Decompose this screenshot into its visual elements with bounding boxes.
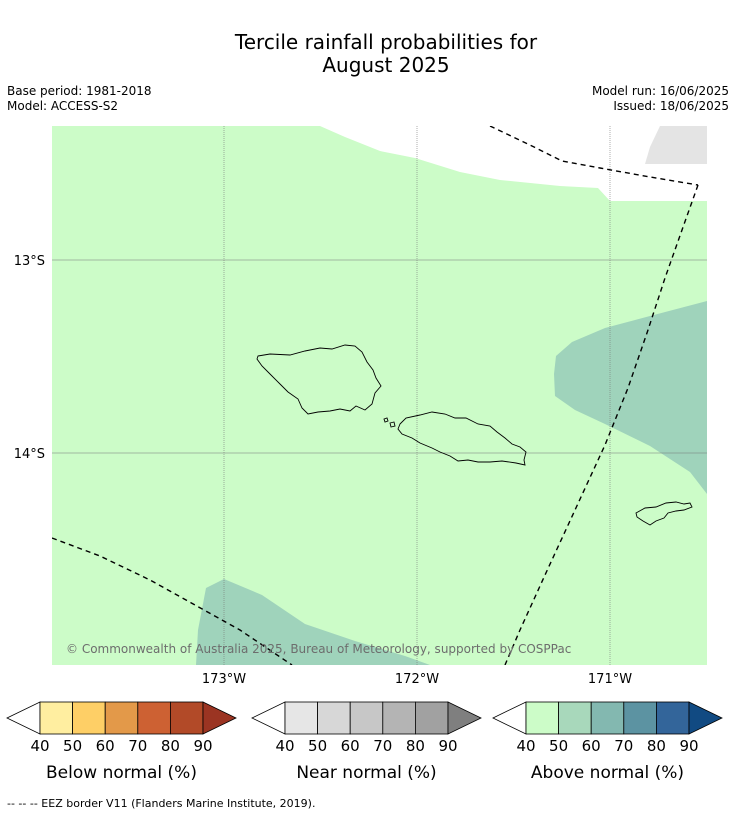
colorbar-tick-label: 40 — [30, 737, 49, 755]
model-name: Model: ACCESS-S2 — [7, 99, 119, 113]
meta-right: Model run: 16/06/2025 Issued: 18/06/2025 — [592, 84, 729, 114]
colorbar-under-triangle — [492, 701, 527, 735]
lat-label-14s: 14°S — [14, 447, 45, 462]
eez-border-south — [52, 537, 293, 665]
model-run: Model run: 16/06/2025 — [591, 84, 729, 98]
colorbar-tick-label: 40 — [275, 737, 294, 755]
colorbar-below-normal: 40 50 60 70 80 90 Below normal (%) — [6, 701, 237, 783]
eez-borders — [52, 126, 699, 665]
colorbar-segment — [656, 701, 690, 735]
lon-label-172w: 172°W — [395, 672, 439, 687]
colorbar-segment — [382, 701, 416, 735]
colorbar-segment — [284, 701, 318, 735]
colorbar-tick-label: 40 — [516, 737, 535, 755]
island-tutuila — [635, 501, 693, 526]
eez-footnote: -- -- -- EEZ border V11 (Flanders Marine… — [7, 797, 316, 810]
above-normal-50-60-south-region — [196, 579, 430, 665]
colorbar-tick-label: 50 — [549, 737, 568, 755]
colorbar-segment — [349, 701, 384, 735]
colorbar-title: Below normal (%) — [46, 763, 197, 783]
colorbar-tick-label: 70 — [373, 737, 392, 755]
map-title: Tercile rainfall probabilities for Augus… — [0, 31, 736, 77]
island-apolima — [389, 421, 396, 428]
colorbar-tick-label: 70 — [128, 737, 147, 755]
colorbar-title: Near normal (%) — [296, 763, 436, 783]
issued-date: Issued: 18/06/2025 — [613, 99, 729, 113]
lon-label-171w: 171°W — [588, 672, 632, 687]
colorbar-tick-label: 90 — [438, 737, 457, 755]
colorbar-segment — [623, 701, 657, 735]
colorbar-title: Above normal (%) — [531, 763, 684, 783]
title-line-1: Tercile rainfall probabilities for — [234, 30, 538, 54]
lon-label-173w: 173°W — [202, 672, 246, 687]
map-panel: © Commonwealth of Australia 2025, Bureau… — [52, 126, 707, 665]
colorbar-segment — [414, 701, 449, 735]
colorbar-segment — [104, 701, 139, 735]
colorbar-tick-label: 60 — [341, 737, 360, 755]
lat-label-13s: 13°S — [14, 254, 45, 269]
graticule — [52, 126, 707, 665]
meta-left: Base period: 1981-2018 Model: ACCESS-S2 — [7, 84, 152, 114]
island-upolu — [397, 411, 527, 466]
colorbar-above-normal: 40 50 60 70 80 90 Above normal (%) — [492, 701, 723, 783]
colorbar-segment — [317, 701, 351, 735]
colorbar-under-triangle — [6, 701, 41, 735]
island-manono — [383, 417, 389, 423]
colorbar-tick-label: 70 — [614, 737, 633, 755]
eez-border-north — [489, 126, 699, 186]
colorbar-tick-label: 90 — [193, 737, 212, 755]
colorbar-over-triangle — [202, 701, 237, 735]
axis-labels: 13°S 14°S 173°W 172°W 171°W — [14, 254, 633, 687]
colorbar-tick-label: 80 — [647, 737, 666, 755]
colorbar-segment — [137, 701, 171, 735]
colorbar-tick-label: 60 — [96, 737, 115, 755]
colorbar-segment — [72, 701, 106, 735]
colorbar-tick-label: 80 — [161, 737, 180, 755]
colorbar-segment — [590, 701, 625, 735]
colorbar-segment — [558, 701, 592, 735]
colorbar-tick-label: 60 — [582, 737, 601, 755]
colorbar-under-triangle — [251, 701, 286, 735]
islands — [256, 344, 693, 526]
above-normal-40-50-region — [52, 126, 707, 665]
colorbar-over-triangle — [447, 701, 482, 735]
colorbar-tick-label: 80 — [406, 737, 425, 755]
colorbar-segment — [39, 701, 73, 735]
title-line-2: August 2025 — [322, 53, 450, 77]
colorbar-tick-label: 50 — [308, 737, 327, 755]
colorbar-segment — [169, 701, 204, 735]
island-savaii — [256, 344, 382, 415]
no-data-region — [645, 126, 707, 164]
above-normal-50-60-east-region — [554, 301, 707, 494]
base-period: Base period: 1981-2018 — [7, 84, 152, 98]
copyright-notice: © Commonwealth of Australia 2025, Bureau… — [66, 642, 571, 656]
colorbar-over-triangle — [688, 701, 723, 735]
colorbar-tick-label: 50 — [63, 737, 82, 755]
colorbar-tick-label: 90 — [679, 737, 698, 755]
colorbar-segment — [525, 701, 559, 735]
eez-border-east — [504, 184, 699, 665]
